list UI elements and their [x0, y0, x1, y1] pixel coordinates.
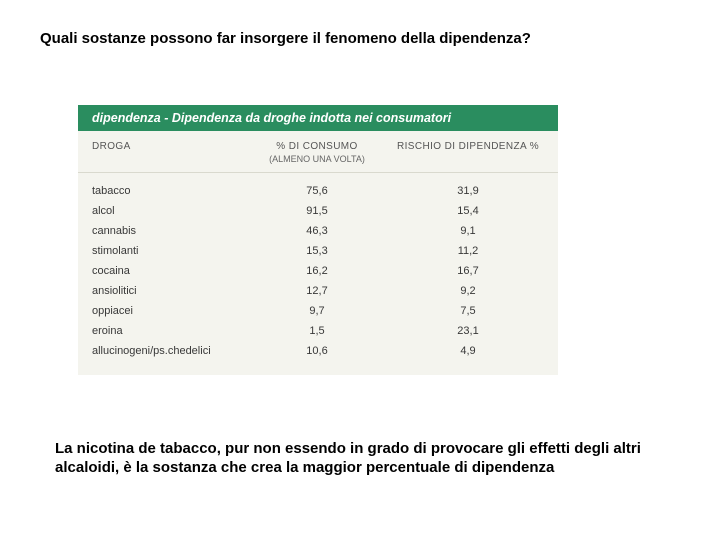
cell-consumo: 16,2 [242, 265, 392, 277]
cell-consumo: 10,6 [242, 345, 392, 357]
table-column-headers: DROGA % DI CONSUMO RISCHIO DI DIPENDENZA… [78, 131, 558, 154]
cell-name: cannabis [92, 225, 242, 237]
table-column-subheader: (ALMENO UNA VOLTA) [78, 154, 558, 172]
cell-rischio: 11,2 [392, 245, 544, 257]
table-title-bar: dipendenza - Dipendenza da droghe indott… [78, 105, 558, 131]
cell-name: cocaina [92, 265, 242, 277]
table-row: cocaina 16,2 16,7 [92, 261, 544, 281]
cell-consumo: 46,3 [242, 225, 392, 237]
caption-text: La nicotina de tabacco, pur non essendo … [55, 440, 655, 478]
table-row: stimolanti 15,3 11,2 [92, 241, 544, 261]
col-header-consumo: % DI CONSUMO [242, 141, 392, 152]
col-subheader-consumo: (ALMENO UNA VOLTA) [242, 154, 392, 164]
cell-rischio: 9,1 [392, 225, 544, 237]
cell-name: eroina [92, 325, 242, 337]
cell-consumo: 1,5 [242, 325, 392, 337]
table-row: tabacco 75,6 31,9 [92, 181, 544, 201]
cell-name: stimolanti [92, 245, 242, 257]
cell-consumo: 91,5 [242, 205, 392, 217]
table-row: eroina 1,5 23,1 [92, 321, 544, 341]
col-header-droga: DROGA [92, 141, 242, 152]
table-row: ansiolitici 12,7 9,2 [92, 281, 544, 301]
cell-name: ansiolitici [92, 285, 242, 297]
cell-name: alcol [92, 205, 242, 217]
cell-rischio: 31,9 [392, 185, 544, 197]
cell-rischio: 4,9 [392, 345, 544, 357]
cell-rischio: 15,4 [392, 205, 544, 217]
cell-rischio: 16,7 [392, 265, 544, 277]
cell-name: oppiacei [92, 305, 242, 317]
cell-rischio: 9,2 [392, 285, 544, 297]
cell-name: tabacco [92, 185, 242, 197]
page-heading: Quali sostanze possono far insorgere il … [40, 30, 531, 47]
cell-consumo: 9,7 [242, 305, 392, 317]
dependency-table: dipendenza - Dipendenza da droghe indott… [78, 105, 558, 375]
col-header-rischio: RISCHIO DI DIPENDENZA % [392, 141, 544, 152]
table-body: tabacco 75,6 31,9 alcol 91,5 15,4 cannab… [78, 172, 558, 375]
table-row: cannabis 46,3 9,1 [92, 221, 544, 241]
table-row: oppiacei 9,7 7,5 [92, 301, 544, 321]
cell-consumo: 15,3 [242, 245, 392, 257]
table-row: allucinogeni/ps.chedelici 10,6 4,9 [92, 341, 544, 361]
cell-rischio: 23,1 [392, 325, 544, 337]
cell-rischio: 7,5 [392, 305, 544, 317]
cell-consumo: 12,7 [242, 285, 392, 297]
cell-name: allucinogeni/ps.chedelici [92, 345, 242, 357]
table-row: alcol 91,5 15,4 [92, 201, 544, 221]
cell-consumo: 75,6 [242, 185, 392, 197]
